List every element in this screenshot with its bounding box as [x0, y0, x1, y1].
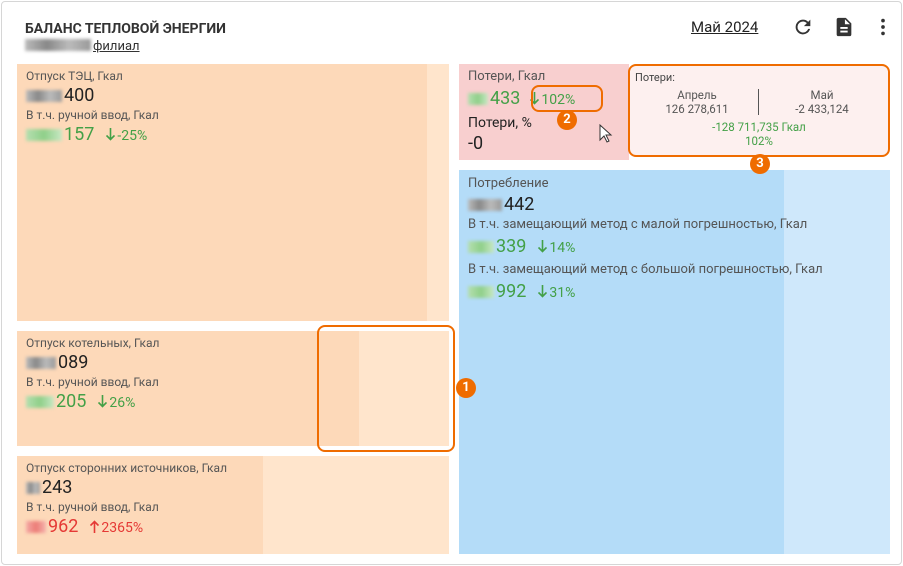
blurred-text [468, 93, 488, 105]
losses-value: 433 102% [468, 88, 575, 109]
tooltip-col: Апрель 126 278,611 [662, 88, 732, 116]
consumption-tile[interactable] [459, 170, 890, 554]
value: 205 [56, 391, 87, 412]
tooltip-title: Потери: [635, 71, 675, 84]
arrow-down [538, 240, 548, 253]
losses-tile[interactable] [459, 64, 629, 160]
more-icon[interactable] [872, 16, 894, 38]
tile-sublabel: В т.ч. ручной ввод, Гкал [26, 375, 159, 389]
refresh-icon[interactable] [792, 16, 814, 38]
period-selector[interactable]: Май 2024 [691, 18, 759, 36]
cursor [599, 124, 613, 143]
change-text: 2365% [101, 520, 144, 536]
tile-sublabel: В т.ч. ручной ввод, Гкал [26, 500, 159, 514]
percent: 102% [745, 134, 773, 148]
arrow-up [90, 520, 100, 533]
tooltip-col: Май -2 433,124 [784, 88, 860, 116]
blurred-text [26, 90, 62, 102]
tile-fill [17, 331, 359, 446]
change: -25% [106, 128, 147, 144]
title: БАЛАНС ТЕПЛОВОЙ ЭНЕРГИИ [25, 21, 226, 37]
tile-sublabel: В т.ч. ручной ввод, Гкал [26, 108, 159, 122]
row-value: 339 14% [468, 236, 575, 257]
value: 992 [496, 281, 527, 302]
blurred-text [26, 482, 40, 494]
change: 14% [538, 240, 575, 256]
blurred-text [468, 199, 502, 211]
annotation-badge: 2 [557, 110, 577, 130]
tile-subvalue: 157 -25% [26, 124, 147, 145]
change: 31% [538, 285, 575, 301]
blurred-text [468, 241, 494, 253]
tooltip-diff: -128 711,735 Гкал 102% [628, 120, 890, 148]
arrow-down [106, 128, 116, 141]
change-text: 102% [541, 92, 576, 108]
value: 400 [64, 85, 95, 106]
document-icon[interactable] [833, 16, 855, 38]
tile[interactable] [17, 456, 449, 554]
tile[interactable] [17, 64, 449, 321]
highlight-box [531, 85, 603, 112]
tile-fill [17, 456, 263, 554]
row-label: В т.ч. замещающий метод с большой погреш… [468, 262, 823, 277]
annotation-badge: 3 [750, 154, 770, 174]
blurred-text [26, 129, 62, 141]
change: 2365% [90, 520, 143, 536]
tile-value: 243 [26, 477, 72, 498]
col-label: Май [810, 88, 834, 102]
blurred-text [26, 357, 56, 369]
col-value: 126 278,611 [665, 102, 729, 116]
consumption-label: Потребление [468, 176, 549, 191]
tile-label: Отпуск котельных, Гкал [26, 336, 160, 350]
tile-label: Отпуск сторонних источников, Гкал [26, 461, 228, 475]
change: 102% [530, 92, 575, 108]
change-text: 31% [549, 285, 576, 301]
tile-label: Отпуск ТЭЦ, Гкал [26, 69, 123, 83]
subtitle[interactable]: филиал [25, 39, 140, 54]
blurred-text [26, 396, 54, 408]
losses-percent-value: -0 [468, 133, 484, 154]
annotation-badge: 1 [456, 378, 476, 398]
value: 433 [490, 88, 521, 109]
highlight-box [317, 325, 455, 452]
value: 157 [64, 124, 95, 145]
blurred-text [468, 286, 494, 298]
losses-label: Потери, Гкал [468, 69, 546, 84]
tile-value: 089 [26, 352, 88, 373]
tile-fill [459, 170, 784, 554]
col-value: -2 433,124 [795, 102, 849, 116]
change-text: 26% [109, 395, 136, 411]
row-label: В т.ч. замещающий метод с малой погрешно… [468, 217, 808, 232]
value: 243 [42, 477, 73, 498]
tile[interactable] [17, 331, 449, 446]
change-text: 14% [549, 240, 576, 256]
value: 339 [496, 236, 527, 257]
divider [758, 89, 759, 115]
value: 442 [504, 194, 535, 215]
consumption-value: 442 [468, 194, 534, 215]
subtitle-link[interactable]: филиал [93, 39, 140, 54]
arrow-down [538, 285, 548, 298]
tile-subvalue: 205 26% [26, 391, 135, 412]
blurred-text [25, 39, 91, 51]
value: 962 [48, 516, 79, 537]
arrow-down [98, 395, 108, 408]
change: 26% [98, 395, 135, 411]
col-label: Апрель [677, 88, 717, 102]
value: 089 [58, 352, 89, 373]
change-text: -25% [117, 128, 148, 144]
tile-subvalue: 962 2365% [26, 516, 143, 537]
tile-fill [17, 64, 427, 321]
losses-percent-label: Потери, % [468, 115, 532, 131]
tile-value: 400 [26, 85, 94, 106]
difference: -128 711,735 Гкал [712, 120, 806, 134]
row-value: 992 31% [468, 281, 575, 302]
tooltip [628, 64, 890, 157]
blurred-text [26, 521, 46, 533]
